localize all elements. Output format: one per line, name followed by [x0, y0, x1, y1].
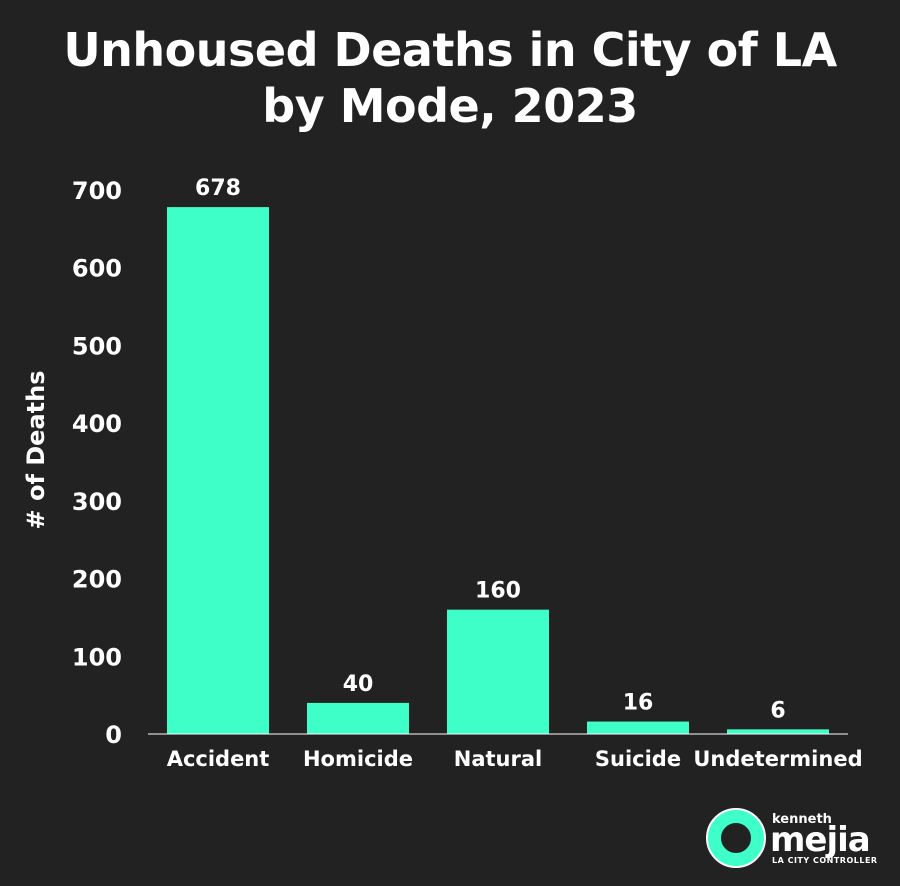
- brand-first-name: kenneth: [772, 812, 832, 827]
- y-tick-label: 0: [105, 721, 122, 749]
- value-labels: 678 40 160 16 6: [195, 176, 786, 723]
- city-controller-seal: [706, 808, 766, 868]
- bars: [167, 207, 829, 734]
- category-label-homicide: Homicide: [303, 747, 413, 771]
- category-label-suicide: Suicide: [595, 747, 681, 771]
- seal-emblem-icon: [719, 821, 753, 855]
- category-label-natural: Natural: [454, 747, 542, 771]
- value-label-suicide: 16: [623, 691, 654, 716]
- title-line-2: by Mode, 2023: [262, 79, 638, 133]
- value-label-natural: 160: [475, 579, 521, 604]
- y-tick-label: 100: [72, 643, 122, 671]
- y-axis-ticks: 0 100 200 300 400 500 600 700: [72, 177, 122, 749]
- category-labels: Accident Homicide Natural Suicide Undetermin…: [167, 747, 863, 771]
- value-label-undetermined: 6: [770, 698, 785, 723]
- y-tick-label: 300: [72, 488, 122, 516]
- bar-homicide: [307, 702, 409, 734]
- value-label-homicide: 40: [343, 672, 374, 697]
- category-label-accident: Accident: [167, 747, 270, 771]
- y-tick-label: 600: [72, 255, 122, 283]
- bar-undetermined: [727, 729, 829, 734]
- y-axis-title: # of Deaths: [22, 371, 50, 530]
- chart-title: Unhoused Deaths in City of LA by Mode, 2…: [0, 22, 900, 134]
- controller-logo: kenneth mejia LA CITY CONTROLLER: [706, 806, 886, 878]
- brand-subtitle: LA CITY CONTROLLER: [772, 856, 878, 865]
- y-tick-label: 400: [72, 410, 122, 438]
- brand-last-name: mejia: [770, 820, 871, 860]
- category-label-undetermined: Undetermined: [693, 747, 862, 771]
- bar-natural: [447, 609, 549, 734]
- y-tick-label: 500: [72, 332, 122, 360]
- y-tick-label: 200: [72, 566, 122, 594]
- value-label-accident: 678: [195, 176, 241, 201]
- bar-suicide: [587, 721, 689, 734]
- bar-accident: [167, 207, 269, 734]
- title-line-1: Unhoused Deaths in City of LA: [63, 23, 837, 77]
- y-tick-label: 700: [72, 177, 122, 205]
